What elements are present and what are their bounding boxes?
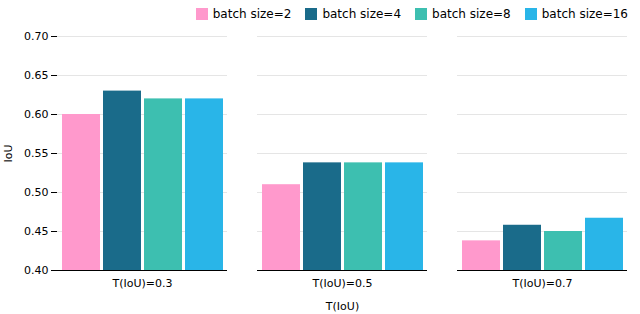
html-text:batch size=4: batch size=4 — [322, 7, 401, 21]
svg-text:0.55: 0.55 — [24, 147, 49, 160]
svg-text:0.45: 0.45 — [24, 225, 49, 238]
svg-text:IoU: IoU — [2, 144, 15, 162]
svg-text:T(IoU)=0.3: T(IoU)=0.3 — [111, 277, 172, 290]
html-text:batch size=2: batch size=2 — [212, 7, 292, 21]
svg-text:0.70: 0.70 — [24, 30, 49, 43]
svg-text:T(IoU): T(IoU) — [325, 300, 359, 313]
svg-text:0.40: 0.40 — [24, 264, 49, 277]
svg-text:0.50: 0.50 — [24, 186, 49, 199]
svg-text:T(IoU)=0.7: T(IoU)=0.7 — [511, 277, 572, 290]
svg-text:0.65: 0.65 — [24, 69, 49, 82]
svg-text:T(IoU)=0.5: T(IoU)=0.5 — [311, 277, 372, 290]
html-text:batch size=16: batch size=16 — [541, 7, 628, 21]
svg-text:0.60: 0.60 — [24, 108, 49, 121]
html-text:batch size=8: batch size=8 — [432, 7, 511, 21]
